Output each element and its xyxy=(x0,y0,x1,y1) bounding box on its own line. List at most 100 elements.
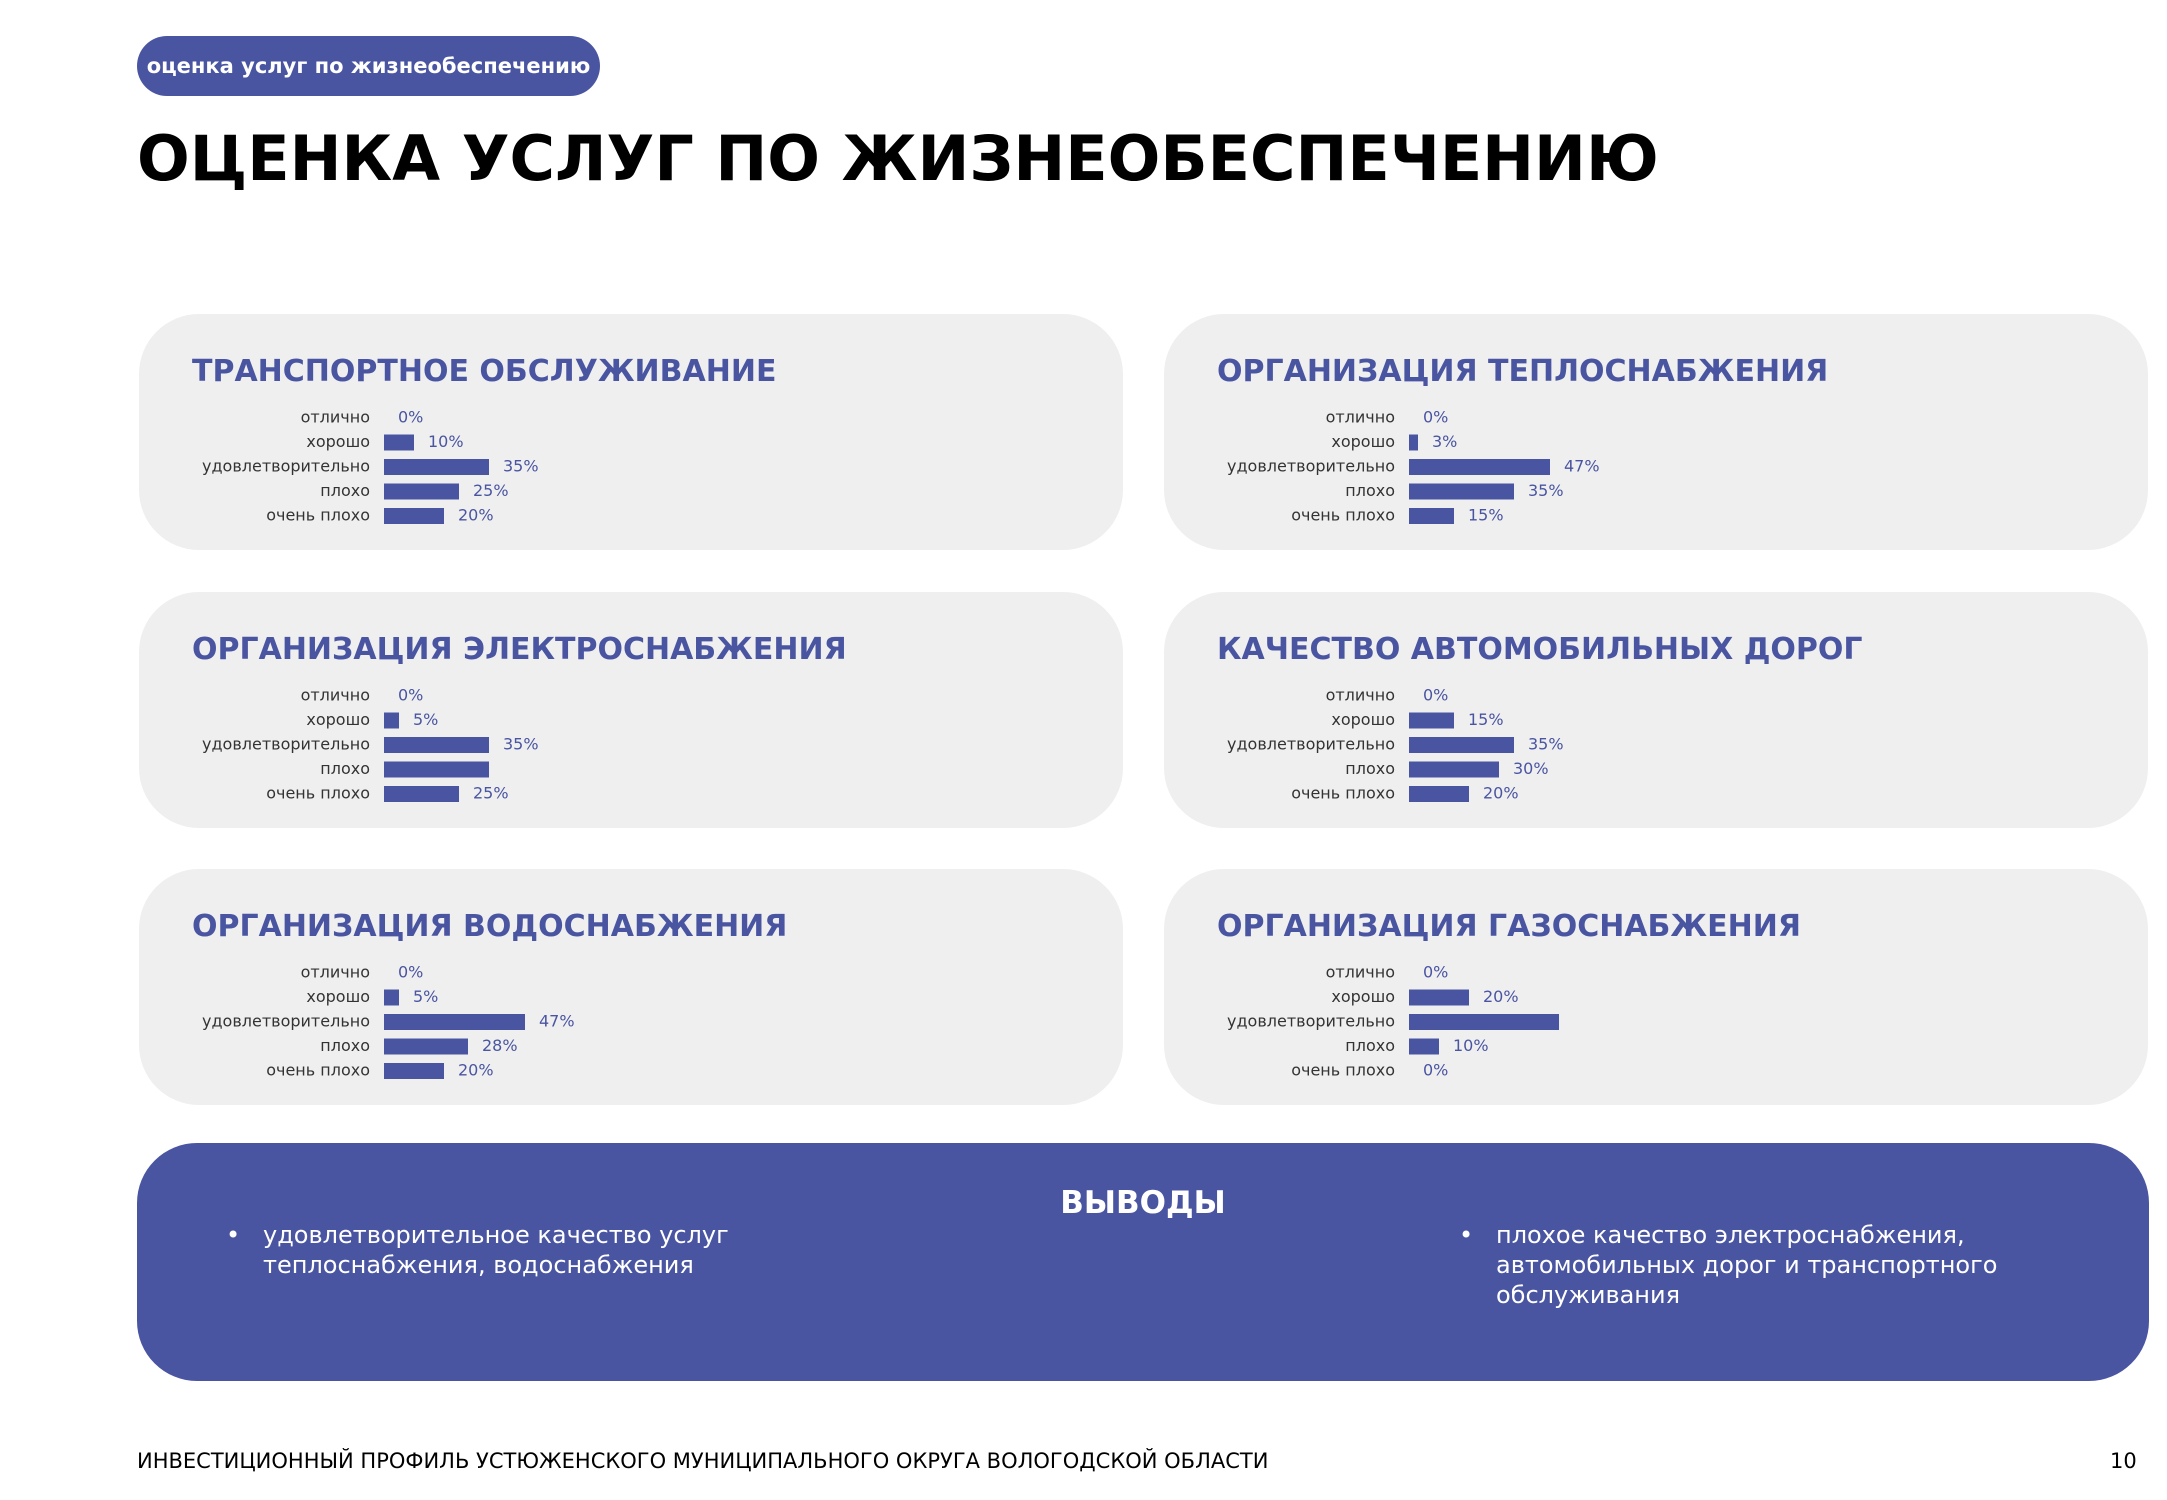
category-label: отлично xyxy=(301,963,370,982)
category-label: плохо xyxy=(1345,1036,1395,1055)
chart: отлично 0% хорошо 5% удовлетворительно 47% пло… xyxy=(202,963,575,1080)
chart-panel: ТРАНСПОРТНОЕ ОБСЛУЖИВАНИЕ отлично 0% хорошо… xyxy=(139,314,1123,550)
chart-title: ОРГАНИЗАЦИЯ ВОДОСНАБЖЕНИЯ xyxy=(192,909,788,944)
bar xyxy=(384,737,489,753)
category-label: удовлетворительно xyxy=(202,735,370,754)
category-label: плохо xyxy=(320,759,370,778)
category-label: очень плохо xyxy=(1291,1061,1395,1080)
category-label: удовлетворительно xyxy=(1227,1012,1395,1031)
value-label: 10% xyxy=(428,432,464,451)
conclusion-item: плохое качество электроснабжения, автомо… xyxy=(1459,1220,2056,1310)
category-label: плохо xyxy=(1345,759,1395,778)
bar xyxy=(1409,989,1469,1006)
category-label: хорошо xyxy=(1331,710,1395,729)
category-label: отлично xyxy=(301,408,370,427)
category-label: отлично xyxy=(1326,686,1395,705)
chart-panel: ОРГАНИЗАЦИЯ ВОДОСНАБЖЕНИЯ отлично 0% хорошо… xyxy=(139,869,1123,1105)
chart-title: ТРАНСПОРТНОЕ ОБСЛУЖИВАНИЕ xyxy=(192,354,777,389)
category-label: очень плохо xyxy=(266,506,370,525)
bar xyxy=(1409,712,1454,729)
bar xyxy=(1409,434,1418,451)
chart: отлично 0% хорошо 20% удовлетворительно плохо… xyxy=(1227,963,1559,1080)
value-label: 20% xyxy=(458,1061,494,1080)
bar xyxy=(384,761,489,778)
conclusion-item: удовлетворительное качество услуг теплос… xyxy=(226,1220,823,1280)
category-label: удовлетворительно xyxy=(1227,457,1395,476)
chart: отлично 0% хорошо 5% удовлетворительно 35% пло… xyxy=(202,686,539,803)
value-label: 47% xyxy=(1564,457,1600,476)
category-label: хорошо xyxy=(306,432,370,451)
bar xyxy=(384,1014,525,1030)
value-label: 35% xyxy=(1528,481,1564,500)
value-label: 35% xyxy=(1528,735,1564,754)
bar xyxy=(384,1038,468,1055)
chart-panel: ОРГАНИЗАЦИЯ ЭЛЕКТРОСНАБЖЕНИЯ отлично 0% хор… xyxy=(139,592,1123,828)
category-label: удовлетворительно xyxy=(202,1012,370,1031)
category-label: очень плохо xyxy=(1291,506,1395,525)
value-label: 0% xyxy=(398,408,423,427)
category-label: хорошо xyxy=(1331,432,1395,451)
value-label: 3% xyxy=(1432,432,1457,451)
chart: отлично 0% хорошо 3% удовлетворительно 47% пло… xyxy=(1227,408,1600,525)
category-label: очень плохо xyxy=(266,1061,370,1080)
category-label: плохо xyxy=(320,481,370,500)
chart-panel: ОРГАНИЗАЦИЯ ГАЗОСНАБЖЕНИЯ отлично 0% хорошо… xyxy=(1164,869,2148,1105)
value-label: 47% xyxy=(539,1012,575,1031)
category-label: очень плохо xyxy=(1291,784,1395,803)
value-label: 25% xyxy=(473,481,509,500)
value-label: 0% xyxy=(398,686,423,705)
bar xyxy=(384,712,399,729)
bar xyxy=(1409,508,1454,524)
value-label: 35% xyxy=(503,735,539,754)
value-label: 5% xyxy=(413,987,438,1006)
category-label: очень плохо xyxy=(266,784,370,803)
chart-title: ОРГАНИЗАЦИЯ ГАЗОСНАБЖЕНИЯ xyxy=(1217,909,1801,944)
bar xyxy=(384,786,459,802)
bar xyxy=(1409,786,1469,802)
value-label: 10% xyxy=(1453,1036,1489,1055)
value-label: 0% xyxy=(398,963,423,982)
chart-panel: КАЧЕСТВО АВТОМОБИЛЬНЫХ ДОРОГ отлично 0% хор… xyxy=(1164,592,2148,828)
value-label: 20% xyxy=(1483,784,1519,803)
value-label: 20% xyxy=(1483,987,1519,1006)
bar xyxy=(1409,737,1514,753)
bar xyxy=(1409,459,1550,475)
footer: ИНВЕСТИЦИОННЫЙ ПРОФИЛЬ УСТЮЖЕНСКОГО МУНИ… xyxy=(137,1449,1269,1473)
page-number: 10 xyxy=(2110,1449,2137,1473)
chart: отлично 0% хорошо 10% удовлетворительно 35% пл… xyxy=(202,408,539,525)
chart-title: КАЧЕСТВО АВТОМОБИЛЬНЫХ ДОРОГ xyxy=(1217,632,1863,667)
section-tag: оценка услуг по жизнеобеспечению xyxy=(137,36,600,96)
value-label: 25% xyxy=(473,784,509,803)
value-label: 0% xyxy=(1423,963,1448,982)
value-label: 0% xyxy=(1423,686,1448,705)
value-label: 15% xyxy=(1468,710,1504,729)
category-label: плохо xyxy=(1345,481,1395,500)
value-label: 5% xyxy=(413,710,438,729)
value-label: 0% xyxy=(1423,408,1448,427)
bar xyxy=(384,434,414,451)
conclusions: ВЫВОДЫ удовлетворительное качество услуг… xyxy=(137,1143,2149,1381)
category-label: отлично xyxy=(1326,963,1395,982)
category-label: хорошо xyxy=(1331,987,1395,1006)
chart-panel: ОРГАНИЗАЦИЯ ТЕПЛОСНАБЖЕНИЯ отлично 0% хорош… xyxy=(1164,314,2148,550)
bar xyxy=(1409,761,1499,778)
bar xyxy=(384,1063,444,1079)
category-label: отлично xyxy=(1326,408,1395,427)
bar xyxy=(384,459,489,475)
bar xyxy=(384,989,399,1006)
category-label: отлично xyxy=(301,686,370,705)
bar xyxy=(384,508,444,524)
category-label: удовлетворительно xyxy=(1227,735,1395,754)
category-label: хорошо xyxy=(306,710,370,729)
chart: отлично 0% хорошо 15% удовлетворительно 35% пл… xyxy=(1227,686,1564,803)
value-label: 20% xyxy=(458,506,494,525)
chart-title: ОРГАНИЗАЦИЯ ЭЛЕКТРОСНАБЖЕНИЯ xyxy=(192,632,847,667)
bar xyxy=(1409,483,1514,500)
category-label: хорошо xyxy=(306,987,370,1006)
bar xyxy=(384,483,459,500)
bar xyxy=(1409,1038,1439,1055)
value-label: 28% xyxy=(482,1036,518,1055)
value-label: 15% xyxy=(1468,506,1504,525)
chart-title: ОРГАНИЗАЦИЯ ТЕПЛОСНАБЖЕНИЯ xyxy=(1217,354,1829,389)
